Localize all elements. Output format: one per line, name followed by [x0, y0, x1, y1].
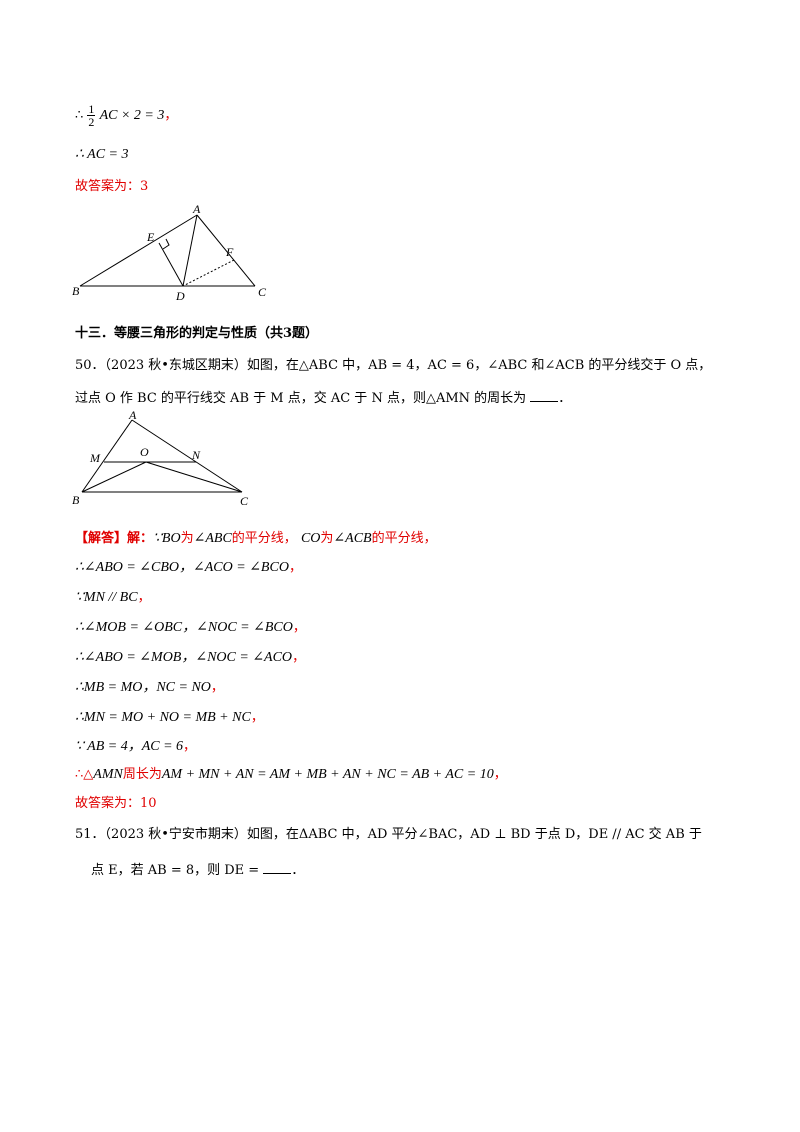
fraction-numerator: 1: [87, 102, 96, 116]
q50-period: ．: [558, 391, 572, 406]
label-o: O: [140, 445, 149, 459]
label-d: D: [175, 289, 185, 303]
math-perimeter-calc: AM + MN + AN = AM + MB + AN + NC = AB + …: [161, 767, 494, 782]
label-c: C: [258, 285, 267, 299]
segment-df-dashed: [182, 259, 235, 287]
text-wei-2: 为: [320, 531, 334, 546]
math-bo: ∵BO: [153, 531, 181, 546]
label-e: E: [146, 230, 155, 244]
prev-answer: 故答案为：3: [75, 179, 149, 194]
q50-line2: 过点 O 作 BC 的平行线交 AB 于 M 点，交 AC 于 N 点，则△AM…: [75, 389, 571, 407]
therefore-symbol: ∴: [75, 108, 84, 123]
solution-line4: ∴∠MOB = ∠OBC，∠NOC = ∠BCO，: [75, 620, 306, 636]
math-step: ∴∠ABO = ∠MOB，∠NOC = ∠ACO: [75, 650, 293, 665]
section-title: 十三．等腰三角形的判定与性质（共3题）: [75, 326, 319, 341]
solution-line7: ∴MN = MO + NO = MB + NC，: [75, 710, 264, 726]
label-a: A: [192, 203, 201, 216]
solution-line6: ∴MB = MO，NC = NO，: [75, 680, 224, 696]
math-step: ∴∠ABO = ∠CBO，∠ACO = ∠BCO: [75, 560, 289, 575]
label-c: C: [240, 494, 249, 508]
prev-expression: AC × 2 = 3: [99, 108, 165, 123]
solution-line1: 【解答】解：∵BO为∠ABC的平分线， CO为∠ACB的平分线，: [75, 531, 437, 547]
text-perimeter: 周长为: [122, 767, 162, 782]
solution-line5: ∴∠ABO = ∠MOB，∠NOC = ∠ACO，: [75, 650, 305, 666]
math-angle-abc: ∠ABC: [193, 531, 232, 546]
segment-ab: [79, 214, 198, 287]
solution-line8: ∵ AB = 4，AC = 6，: [75, 739, 196, 755]
math-step: ∵ AB = 4，AC = 6: [75, 739, 184, 754]
text-bisector-2: 的平分线，: [371, 531, 437, 546]
q51-line2: 点 E，若 AB = 8，则 DE = ．: [91, 861, 304, 879]
solution-answer: 故答案为：10: [75, 796, 157, 811]
math-amn: AMN: [93, 767, 123, 782]
q51-period: ．: [291, 863, 305, 878]
label-f: F: [225, 245, 234, 259]
segment-ab: [81, 419, 133, 493]
fraction-one-half: 1 2: [87, 102, 96, 129]
prev-result-line: ∴ AC = 3: [75, 147, 129, 162]
fraction-denominator: 2: [88, 115, 95, 129]
math-step: ∴MB = MO，NC = NO: [75, 680, 211, 695]
label-b: B: [72, 493, 80, 507]
math-step: ∵MN // BC: [75, 590, 138, 605]
math-co: CO: [300, 531, 321, 546]
solution-line9: ∴△AMN周长为AM + MN + AN = AM + MB + AN + NC…: [75, 767, 507, 783]
red-comma: ，: [183, 739, 197, 754]
math-step: ∴MN = MO + NO = MB + NC: [75, 710, 251, 725]
answer-blank: [530, 389, 559, 402]
q51-line2-text: 点 E，若 AB = 8，则 DE =: [91, 863, 260, 878]
red-comma: ，: [288, 560, 302, 575]
label-m: M: [89, 451, 101, 465]
red-comma: ，: [210, 680, 224, 695]
q51-line1: 51．（2023 秋•宁安市期末）如图，在ΔABC 中，AD 平分∠BAC，AD…: [75, 827, 702, 842]
segment-bo: [81, 461, 147, 493]
q50-line1: 50．（2023 秋•东城区期末）如图，在△ABC 中，AB = 4，AC = …: [75, 358, 712, 373]
figure-triangle-amn: A M O N B C: [72, 410, 249, 508]
solution-tag: 【解答】解：: [75, 531, 154, 546]
q50-line2-text: 过点 O 作 BC 的平行线交 AB 于 M 点，交 AC 于 N 点，则△AM…: [75, 391, 527, 406]
label-a: A: [128, 410, 137, 422]
red-comma: ，: [137, 590, 151, 605]
math-angle-acb: ∠ACB: [333, 531, 372, 546]
red-comma: ，: [292, 620, 306, 635]
answer-blank: [263, 861, 292, 874]
red-comma: ，: [292, 650, 306, 665]
red-comma: ，: [164, 108, 178, 123]
prev-fraction-line: ∴ 1 2 AC × 2 = 3，: [75, 103, 177, 128]
segment-ac: [196, 214, 256, 287]
segment-ac: [131, 419, 243, 493]
solution-line3: ∵MN // BC，: [75, 590, 151, 606]
text-bisector: 的平分线，: [231, 531, 297, 546]
figure-triangle-abc-altitude: A E F B D C: [72, 203, 267, 303]
right-angle-mark: [162, 238, 170, 250]
segment-ad: [182, 214, 198, 287]
math-step: ∴∠MOB = ∠OBC，∠NOC = ∠BCO: [75, 620, 293, 635]
label-n: N: [191, 448, 201, 462]
segment-de: [158, 242, 184, 287]
label-b: B: [72, 284, 80, 298]
segment-oc: [145, 461, 243, 493]
red-comma: ，: [493, 767, 507, 782]
therefore-triangle: ∴△: [75, 767, 94, 782]
solution-line2: ∴∠ABO = ∠CBO，∠ACO = ∠BCO，: [75, 560, 302, 576]
text-wei: 为: [180, 531, 194, 546]
red-comma: ，: [250, 710, 264, 725]
